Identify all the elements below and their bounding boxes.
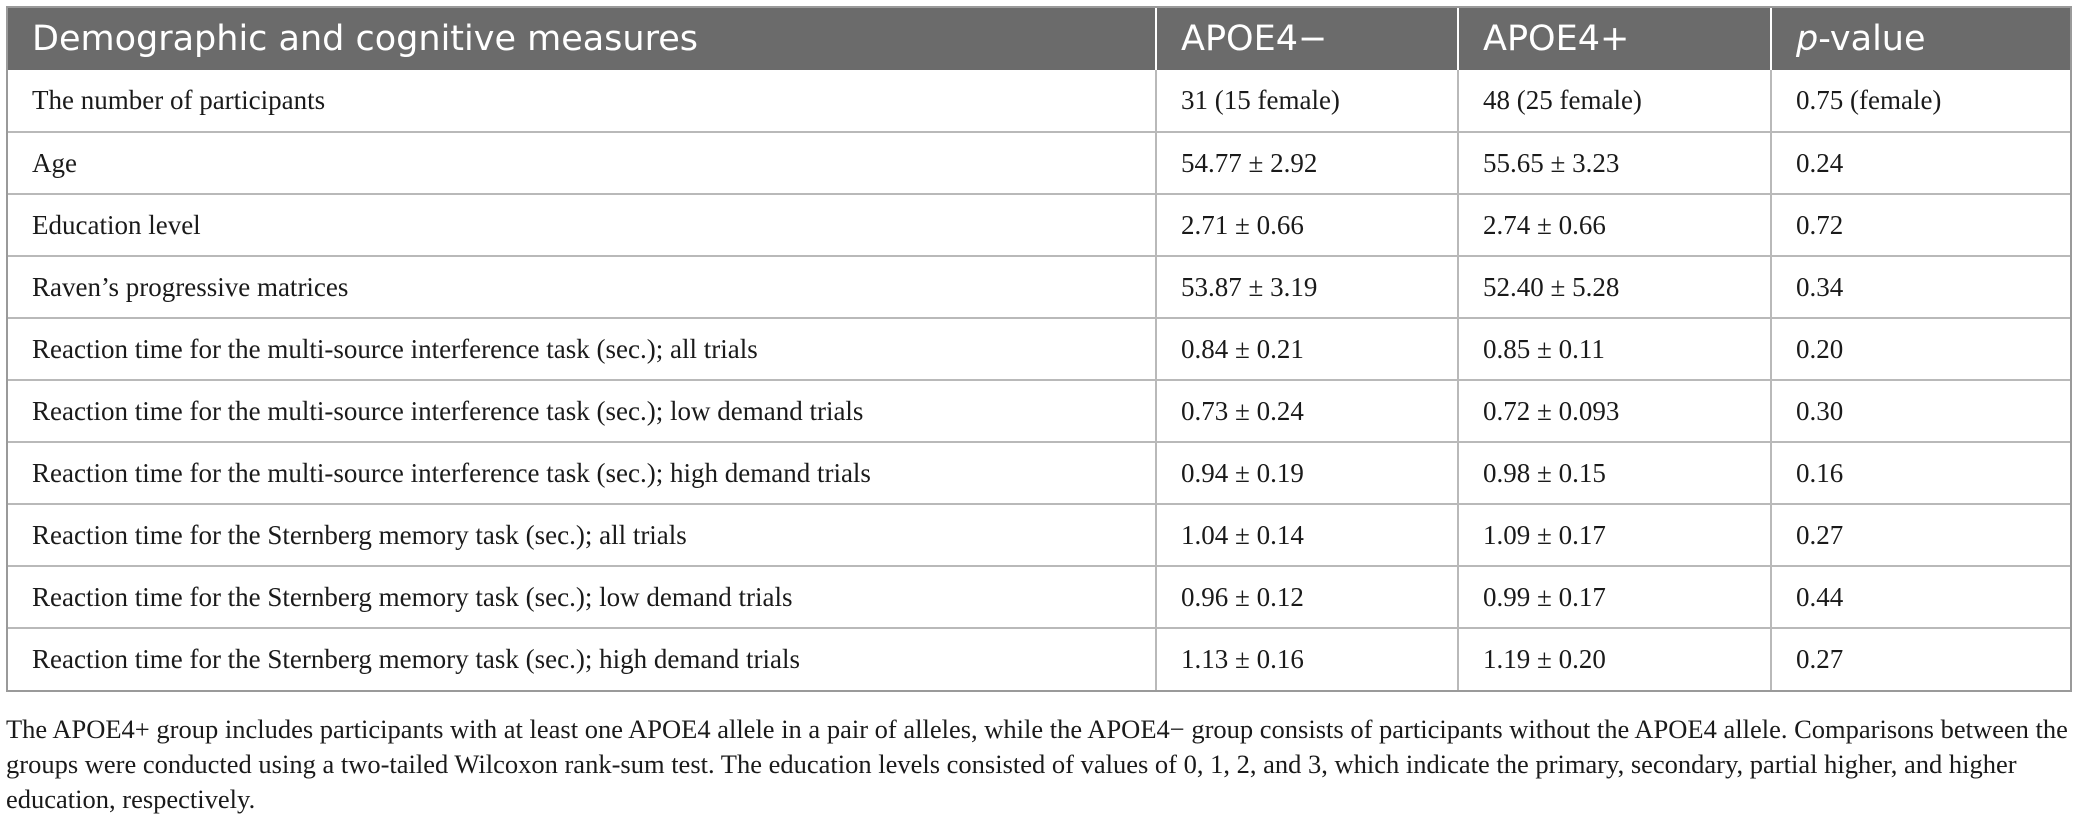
apoe4-positive-cell: 1.09 ± 0.17 bbox=[1457, 503, 1771, 566]
apoe4-positive-cell: 2.74 ± 0.66 bbox=[1457, 193, 1771, 256]
p-value-cell: 0.30 bbox=[1770, 379, 2070, 442]
apoe4-negative-cell: 31 (15 female) bbox=[1155, 70, 1458, 132]
p-value-cell: 0.27 bbox=[1770, 503, 2070, 566]
measure-cell: Reaction time for the multi-source inter… bbox=[8, 441, 1156, 504]
table-row: Reaction time for the multi-source inter… bbox=[8, 317, 2070, 380]
header-p-value-italic: p bbox=[1796, 19, 1819, 59]
measure-cell: Reaction time for the multi-source inter… bbox=[8, 317, 1156, 380]
apoe4-negative-cell: 0.94 ± 0.19 bbox=[1155, 441, 1458, 504]
measure-cell: Reaction time for the multi-source inter… bbox=[8, 379, 1156, 442]
header-apoe4-negative: APOE4− bbox=[1155, 8, 1458, 70]
table-row: Reaction time for the Sternberg memory t… bbox=[8, 627, 2070, 690]
apoe4-negative-cell: 0.96 ± 0.12 bbox=[1155, 565, 1458, 628]
apoe4-positive-cell: 1.19 ± 0.20 bbox=[1457, 627, 1771, 690]
table-header-row: Demographic and cognitive measures APOE4… bbox=[8, 8, 2070, 70]
table-row: Education level 2.71 ± 0.66 2.74 ± 0.66 0.7… bbox=[8, 193, 2070, 256]
p-value-cell: 0.27 bbox=[1770, 627, 2070, 690]
p-value-cell: 0.24 bbox=[1770, 131, 2070, 194]
p-value-cell: 0.44 bbox=[1770, 565, 2070, 628]
table-row: Reaction time for the multi-source inter… bbox=[8, 379, 2070, 442]
measure-cell: Raven’s progressive matrices bbox=[8, 255, 1156, 318]
table-footnote: The APOE4+ group includes participants w… bbox=[6, 714, 2068, 814]
p-value-cell: 0.72 bbox=[1770, 193, 2070, 256]
apoe4-negative-cell: 0.73 ± 0.24 bbox=[1155, 379, 1458, 442]
measure-cell: Reaction time for the Sternberg memory t… bbox=[8, 627, 1156, 690]
apoe4-negative-cell: 1.04 ± 0.14 bbox=[1155, 503, 1458, 566]
demographics-table: Demographic and cognitive measures APOE4… bbox=[8, 8, 2070, 690]
header-p-value: p-value bbox=[1770, 8, 2070, 70]
apoe4-negative-cell: 1.13 ± 0.16 bbox=[1155, 627, 1458, 690]
apoe4-positive-cell: 48 (25 female) bbox=[1457, 70, 1771, 132]
table-row: Reaction time for the multi-source inter… bbox=[8, 441, 2070, 504]
measure-cell: Age bbox=[8, 131, 1156, 194]
measure-cell: The number of participants bbox=[32, 85, 326, 115]
measure-cell: Reaction time for the Sternberg memory t… bbox=[8, 565, 1156, 628]
table-row: The number of participants 31 (15 female)… bbox=[8, 70, 2070, 132]
apoe4-positive-cell: 0.85 ± 0.11 bbox=[1457, 317, 1771, 380]
measure-cell: Reaction time for the Sternberg memory t… bbox=[8, 503, 1156, 566]
apoe4-negative-cell: 54.77 ± 2.92 bbox=[1155, 131, 1458, 194]
header-measures: Demographic and cognitive measures bbox=[8, 8, 1156, 70]
table-row: Reaction time for the Sternberg memory t… bbox=[8, 565, 2070, 628]
table-row: Reaction time for the Sternberg memory t… bbox=[8, 503, 2070, 566]
apoe4-positive-cell: 0.99 ± 0.17 bbox=[1457, 565, 1771, 628]
apoe4-positive-cell: 0.98 ± 0.15 bbox=[1457, 441, 1771, 504]
apoe4-negative-cell: 53.87 ± 3.19 bbox=[1155, 255, 1458, 318]
measure-cell: Education level bbox=[8, 193, 1156, 256]
p-value-cell: 0.75 (female) bbox=[1770, 70, 2070, 132]
p-value-cell: 0.34 bbox=[1770, 255, 2070, 318]
apoe4-positive-cell: 0.72 ± 0.093 bbox=[1457, 379, 1771, 442]
apoe4-negative-cell: 0.84 ± 0.21 bbox=[1155, 317, 1458, 380]
table-row: Age 54.77 ± 2.92 55.65 ± 3.23 0.24 bbox=[8, 131, 2070, 194]
p-value-cell: 0.16 bbox=[1770, 441, 2070, 504]
apoe4-negative-cell: 2.71 ± 0.66 bbox=[1155, 193, 1458, 256]
apoe4-positive-cell: 55.65 ± 3.23 bbox=[1457, 131, 1771, 194]
table-row: Raven’s progressive matrices 53.87 ± 3.19… bbox=[8, 255, 2070, 318]
data-table-container: Demographic and cognitive measures APOE4… bbox=[6, 6, 2072, 692]
header-apoe4-positive: APOE4+ bbox=[1457, 8, 1771, 70]
p-value-cell: 0.20 bbox=[1770, 317, 2070, 380]
apoe4-positive-cell: 52.40 ± 5.28 bbox=[1457, 255, 1771, 318]
header-p-value-suffix: -value bbox=[1818, 19, 1926, 59]
